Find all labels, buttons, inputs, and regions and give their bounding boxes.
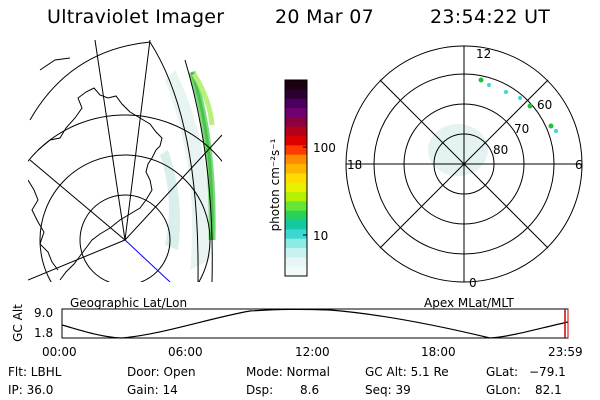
colorbar-segment (285, 210, 307, 221)
mlat-label-70: 70 (514, 122, 530, 136)
colorbar-tick-10: 10 (313, 229, 329, 243)
mlt-label-18: 18 (347, 158, 363, 172)
geographic-label: Geographic Lat/Lon (70, 296, 188, 310)
timeline-tick-1800: 18:00 (421, 345, 456, 359)
colorbar-segment (285, 182, 307, 193)
mlt-label-0: 0 (469, 276, 477, 290)
colorbar-segment (285, 117, 307, 128)
glon-value: 82.1 (535, 383, 562, 397)
mode-info: Mode: Normal (246, 365, 330, 379)
gain-info: Gain: 14 (127, 383, 178, 397)
colorbar-segment (285, 136, 307, 146)
colorbar-segment (285, 266, 307, 277)
mlt-label-12: 12 (476, 47, 492, 61)
seq-info: Seq: 39 (365, 383, 411, 397)
colorbar-tick-100: 100 (313, 141, 336, 155)
glon-label: GLon: (486, 383, 521, 397)
colorbar-segment (285, 248, 307, 258)
date-label: 20 Mar 07 (275, 6, 374, 28)
timeline-ymax: 9.0 (34, 306, 54, 320)
colorbar-segment (285, 80, 307, 90)
dsp-value: 8.6 (300, 383, 320, 397)
timeline-ylabel: GC Alt (11, 304, 25, 342)
ip-info: IP: 36.0 (8, 383, 54, 397)
timeline-tick-0000: 00:00 (42, 345, 77, 359)
color-bar (284, 79, 308, 277)
colorbar-segment (285, 173, 307, 184)
dsp-label: Dsp: (246, 383, 274, 397)
timeline-tick-1200: 12:00 (295, 345, 330, 359)
glat-value: −79.1 (529, 365, 566, 379)
colorbar-segment (285, 192, 307, 202)
colorbar-segment (285, 164, 307, 174)
app-title: Ultraviolet Imager (47, 6, 225, 28)
time-label: 23:54:22 UT (430, 6, 551, 28)
colorbar-segment (285, 108, 307, 118)
colorbar-segment (285, 126, 307, 137)
mlat-label-60: 60 (537, 98, 553, 112)
colorbar-segment (285, 201, 307, 212)
colorbar-segment (285, 257, 307, 268)
colorbar-segment (285, 145, 307, 156)
filter-info: Flt: LBHL (8, 365, 62, 379)
colorbar-border (284, 79, 308, 277)
timeline-ymin: 1.8 (34, 326, 54, 340)
colorbar-segment (285, 229, 307, 240)
colorbar-segment (285, 238, 307, 249)
door-info: Door: Open (127, 365, 196, 379)
mlat-label-80: 80 (493, 143, 509, 157)
colorbar-segment (285, 98, 307, 109)
apex-label: Apex MLat/MLT (424, 296, 514, 310)
timeline-tick-0600: 06:00 (168, 345, 203, 359)
timeline-tick-2359: 23:59 (548, 345, 583, 359)
mlt-label-6: 6 (575, 158, 583, 172)
colorbar-segment (285, 220, 307, 230)
colorbar-segment (285, 89, 307, 100)
glat-label: GLat: (486, 365, 519, 379)
colorbar-segment (285, 154, 307, 165)
gc-alt-info: GC Alt: 5.1 Re (365, 365, 449, 379)
